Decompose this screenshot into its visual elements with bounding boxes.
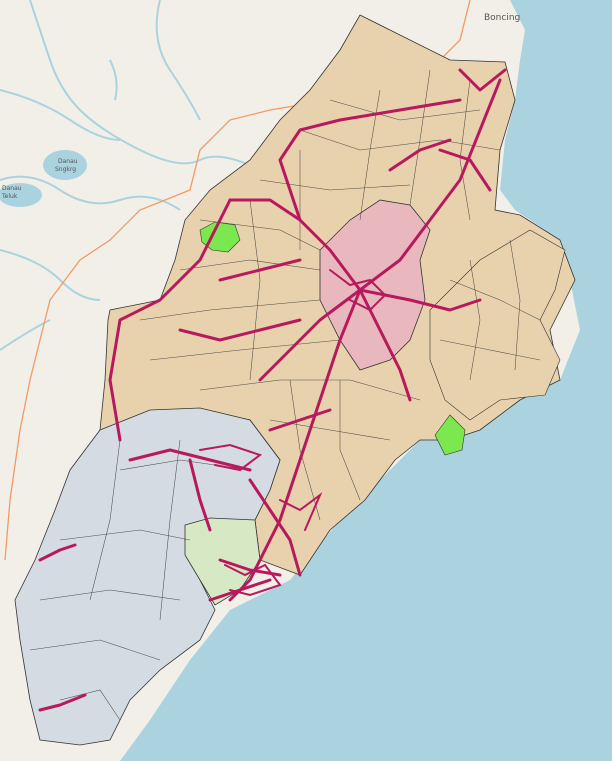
district-borders <box>29 69 541 721</box>
place-label-lake-b2: Teluk <box>1 193 18 200</box>
place-label-boncing: Boncing <box>484 13 520 23</box>
place-label-lake-a: Danau <box>58 158 78 165</box>
place-label-lake-a2: Sngkrg <box>55 166 76 173</box>
region-blue <box>14 407 281 746</box>
sea <box>120 0 612 761</box>
road-network-dense <box>199 269 387 597</box>
delta <box>429 229 566 421</box>
rivers <box>0 0 261 351</box>
road-network <box>38 68 507 712</box>
place-label-lake-b: Danau <box>2 185 22 192</box>
lake <box>0 183 42 207</box>
lake <box>43 150 87 180</box>
park-east <box>434 414 466 456</box>
